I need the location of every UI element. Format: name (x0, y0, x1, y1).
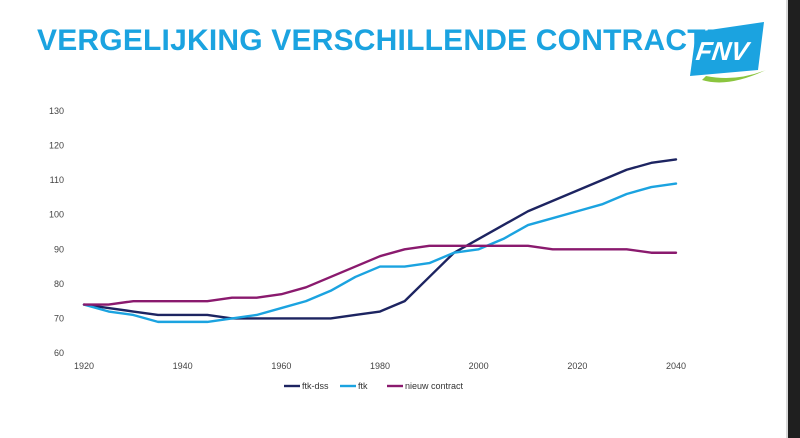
y-axis: 60 70 80 90 100 110 120 130 (49, 106, 64, 358)
window-frame-edge (786, 0, 800, 438)
y-tick-label: 130 (49, 106, 64, 116)
x-tick-label: 1920 (74, 361, 94, 371)
y-tick-label: 80 (54, 279, 64, 289)
x-tick-label: 1960 (271, 361, 291, 371)
legend: ftk-dss ftk nieuw contract (284, 381, 464, 391)
y-tick-label: 90 (54, 244, 64, 254)
series-line-ftk-dss (82, 158, 678, 320)
x-tick-label: 2000 (469, 361, 489, 371)
x-tick-label: 2020 (567, 361, 587, 371)
series-group (82, 158, 678, 324)
y-tick-label: 110 (50, 175, 64, 185)
x-tick-label: 2040 (666, 361, 686, 371)
y-tick-label: 60 (54, 348, 64, 358)
legend-label: ftk (358, 381, 368, 391)
x-axis: 1920 1940 1960 1980 2000 2020 2040 (74, 361, 686, 371)
x-tick-label: 1980 (370, 361, 390, 371)
line-chart: 60 70 80 90 100 110 120 130 1920 1940 1960 1980 200… (49, 106, 686, 391)
y-tick-label: 120 (49, 141, 64, 151)
series-line-nieuw-contract (82, 244, 678, 306)
legend-label: ftk-dss (302, 381, 329, 391)
fnv-logo: FNV (690, 22, 766, 83)
slide-title: VERGELIJKING VERSCHILLENDE CONTRACTEN (37, 24, 748, 57)
x-tick-label: 1940 (173, 361, 193, 371)
legend-label: nieuw contract (405, 381, 464, 391)
y-tick-label: 100 (49, 210, 64, 220)
series-line-ftk (82, 182, 678, 324)
y-tick-label: 70 (54, 313, 64, 323)
logo-lettering: FNV (694, 36, 753, 66)
